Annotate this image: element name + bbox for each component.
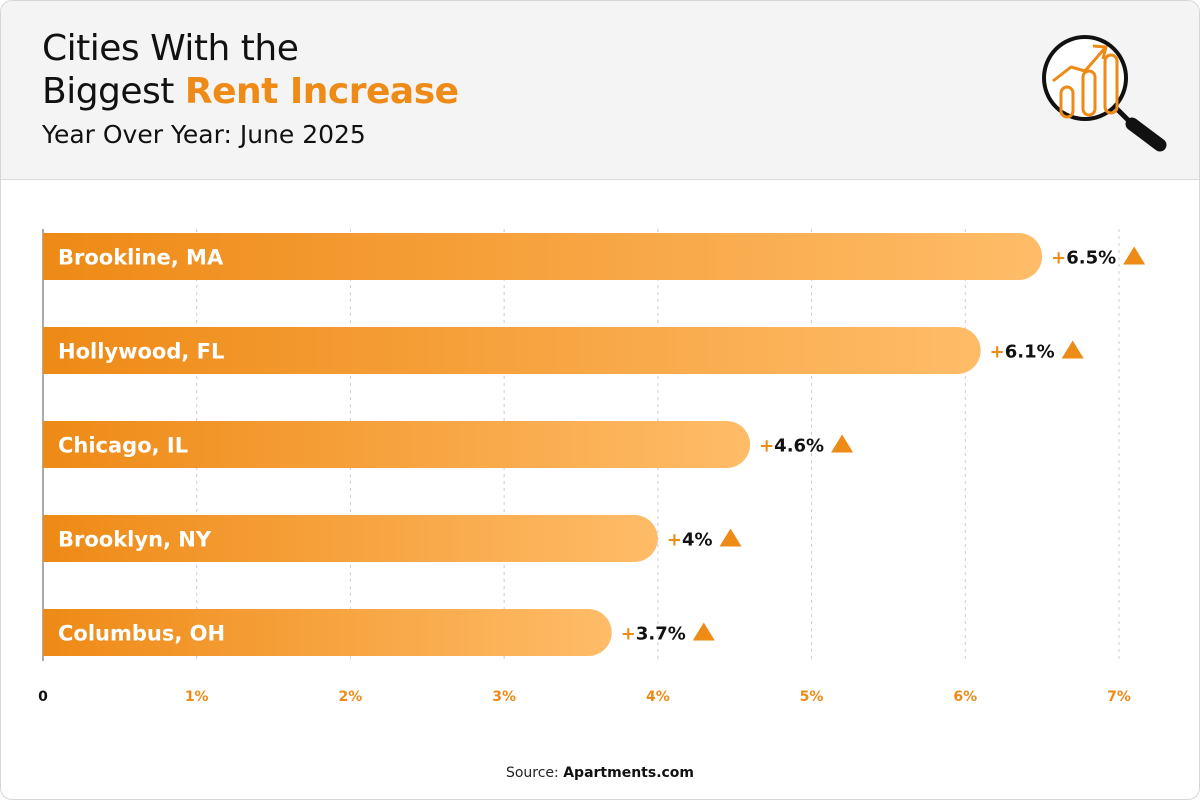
category-label: Chicago, IL — [58, 434, 188, 458]
data-label: +3.7% — [621, 624, 686, 645]
bar — [43, 609, 612, 656]
category-label: Brooklyn, NY — [58, 528, 212, 552]
up-triangle-icon — [719, 528, 742, 547]
up-triangle-icon — [692, 622, 715, 641]
data-label: +4.6% — [759, 436, 824, 457]
x-tick-label: 2% — [339, 689, 363, 705]
chart-subtitle: Year Over Year: June 2025 — [42, 120, 366, 149]
up-triangle-icon — [1123, 246, 1146, 265]
x-tick-label: 3% — [492, 689, 516, 705]
data-label: +6.1% — [990, 342, 1055, 363]
source-note: Source: Apartments.com — [1, 765, 1199, 781]
chart-title: Cities With the Biggest Rent Increase — [42, 27, 459, 113]
category-label: Columbus, OH — [58, 622, 225, 646]
title-line-2: Biggest Rent Increase — [42, 70, 459, 113]
title-line-1: Cities With the — [42, 28, 299, 69]
x-tick-label: 1% — [185, 689, 209, 705]
header: Cities With the Biggest Rent Increase Ye… — [1, 1, 1199, 180]
bar-chart: Brookline, MA +6.5% Hollywood, FL +6.1% Chic… — [38, 229, 1146, 705]
bar — [43, 421, 751, 468]
x-tick-label: 7% — [1107, 689, 1131, 705]
chart-magnifier-icon — [1042, 35, 1167, 152]
x-tick-label: 4% — [646, 689, 670, 705]
bar — [43, 327, 981, 374]
category-label: Brookline, MA — [58, 246, 224, 270]
title-accent: Rent Increase — [184, 71, 459, 112]
title-line-2-plain: Biggest — [42, 71, 185, 112]
up-triangle-icon — [1061, 340, 1084, 359]
up-triangle-icon — [831, 434, 854, 453]
x-tick-label: 0 — [38, 689, 48, 705]
x-tick-label: 5% — [800, 689, 824, 705]
data-label: +6.5% — [1051, 248, 1116, 269]
x-tick-label: 6% — [953, 689, 977, 705]
bar — [43, 233, 1043, 280]
category-label: Hollywood, FL — [58, 340, 224, 364]
bar — [43, 515, 658, 562]
source-label: Source: — [505, 765, 564, 781]
source-name: Apartments.com — [563, 765, 695, 781]
data-label: +4% — [667, 530, 713, 551]
